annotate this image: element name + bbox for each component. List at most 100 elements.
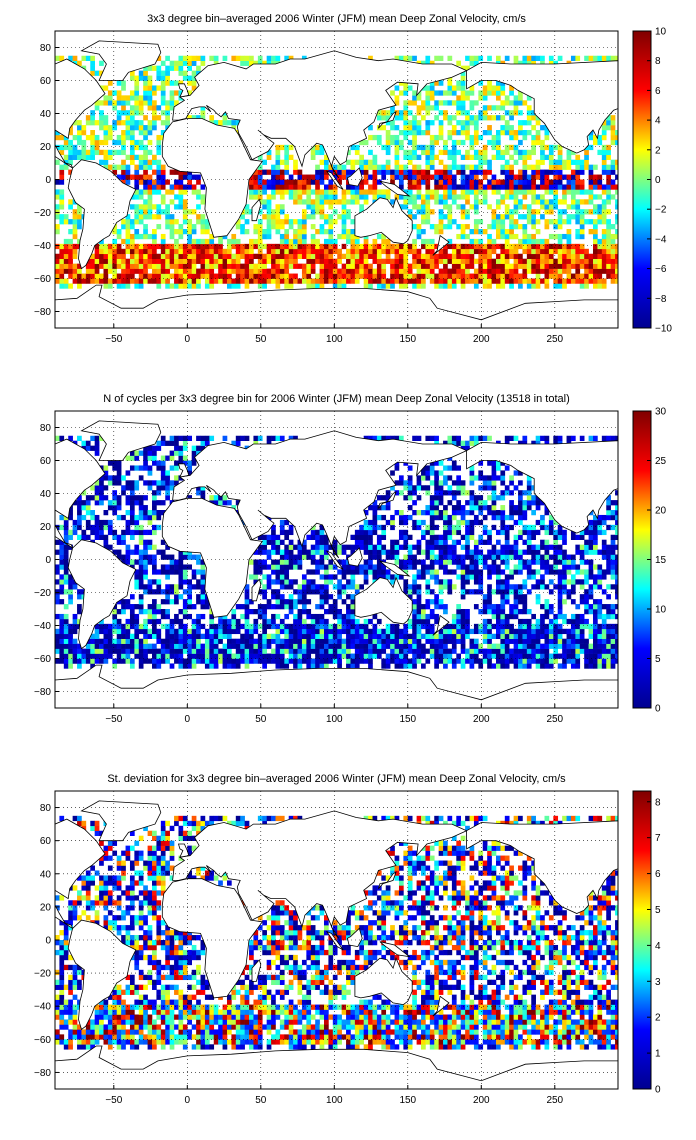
bin-cell [152, 248, 157, 255]
bin-cell [156, 480, 162, 486]
bin-cell [531, 268, 536, 274]
bin-cell [416, 524, 422, 531]
bin-cell [306, 194, 312, 200]
bin-cell [222, 618, 228, 625]
bin-cell [196, 268, 201, 274]
bin-cell [68, 638, 73, 644]
bin-cell [425, 648, 431, 654]
bin-cell [257, 194, 263, 200]
bin-cell [562, 219, 567, 225]
bin-cell [284, 233, 290, 240]
bin-cell [152, 554, 157, 560]
bin-cell [500, 100, 506, 106]
coastlines [55, 40, 618, 328]
bin-cell [121, 139, 126, 146]
bin-cell [55, 55, 60, 61]
bin-cell [473, 100, 479, 106]
bin-cell [407, 273, 413, 279]
bin-cell [438, 658, 444, 664]
bin-cell [421, 549, 426, 555]
bin-cell [421, 569, 426, 575]
bin-cell [359, 204, 364, 210]
bin-cell [275, 229, 281, 235]
chart-title: 3x3 degree bin–averaged 2006 Winter (JFM… [147, 13, 526, 25]
bin-cell [403, 164, 409, 170]
bin-cell [143, 273, 148, 279]
bin-cell [121, 628, 126, 635]
bin-cell [129, 529, 135, 536]
bin-cell [606, 169, 611, 175]
bin-cell [156, 278, 162, 284]
bin-cell [125, 519, 131, 526]
bin-cell [315, 189, 320, 195]
bin-cell [548, 149, 554, 156]
bin-cell [275, 258, 281, 264]
bin-cell [372, 628, 378, 635]
bin-cell [403, 268, 409, 274]
bin-cell [562, 243, 567, 250]
bin-cell [257, 268, 263, 274]
bin-cell [526, 149, 532, 156]
bin-cell [90, 70, 95, 76]
bin-cell [341, 164, 347, 170]
bin-cell [324, 214, 329, 220]
bin-cell [178, 70, 184, 76]
bin-cell [513, 233, 519, 240]
bin-cell [174, 179, 179, 185]
bin-cell [112, 139, 118, 146]
bin-cell [297, 199, 303, 205]
bin-cell [204, 219, 210, 225]
bin-cell [293, 544, 298, 550]
bin-cell [504, 253, 510, 259]
bin-cell [421, 115, 426, 121]
bin-cell [147, 455, 153, 461]
bin-cell [350, 184, 356, 190]
bin-cell [147, 544, 153, 550]
bin-cell [412, 214, 417, 220]
bin-cell [597, 253, 603, 259]
bin-cell [346, 159, 351, 165]
bin-cell [174, 599, 179, 605]
bin-cell [495, 139, 501, 146]
bin-cell [553, 224, 559, 230]
bin-cell [249, 209, 254, 215]
bin-cell [465, 110, 470, 116]
bin-cell [279, 658, 285, 664]
bin-cell [156, 169, 162, 175]
bin-cell [266, 258, 272, 264]
bin-cell [165, 258, 170, 264]
bin-cell [575, 253, 581, 259]
bin-cell [169, 95, 175, 101]
bin-cell [495, 80, 501, 86]
bin-cell [403, 194, 409, 200]
bin-cell [235, 435, 241, 441]
bin-cell [310, 613, 316, 620]
bin-cell [615, 134, 618, 141]
bin-cell [138, 599, 144, 605]
bin-cell [456, 149, 462, 156]
bin-cell [77, 648, 82, 654]
bin-cell [372, 549, 378, 555]
bin-cell [103, 263, 109, 269]
bin-cell [204, 633, 210, 639]
bin-cell [310, 549, 316, 555]
bin-cell [121, 653, 126, 659]
bin-cell [610, 273, 616, 279]
bin-cell [125, 604, 131, 610]
bin-cell [143, 564, 148, 570]
bin-cell [200, 268, 206, 274]
bin-cell [77, 204, 82, 210]
y-tick-label: 40 [40, 109, 52, 120]
bin-cell [99, 485, 104, 491]
bin-cell [152, 495, 157, 501]
bin-cell [460, 174, 466, 180]
bin-cell [160, 648, 166, 654]
bin-cell [553, 144, 559, 151]
bin-cell [94, 495, 100, 501]
bin-cell [324, 663, 329, 669]
bin-cell [279, 599, 285, 605]
bin-cell [522, 164, 528, 170]
bin-cell [306, 248, 312, 255]
bin-cell [249, 263, 254, 269]
bin-cell [169, 65, 175, 71]
